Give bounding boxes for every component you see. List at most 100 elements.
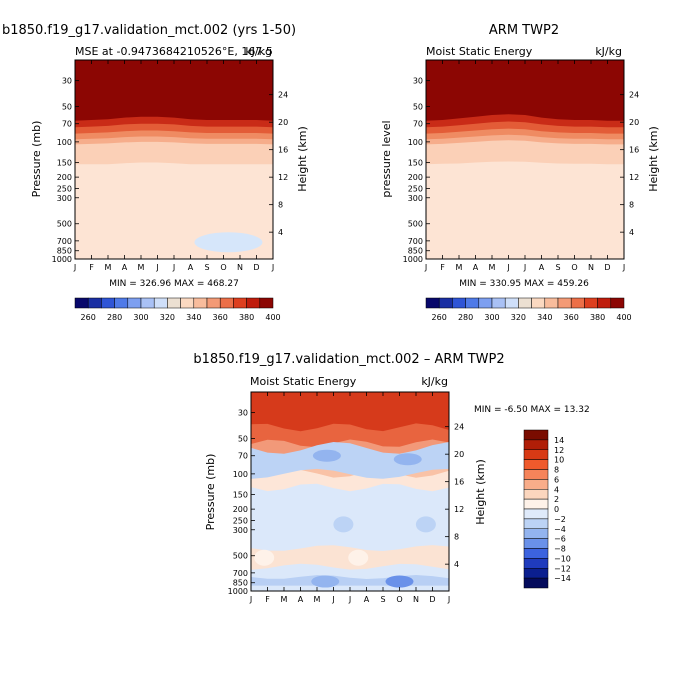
colorbar-label: −12 xyxy=(554,564,571,573)
y-tick-label: 100 xyxy=(408,138,423,147)
y2-tick-label: 12 xyxy=(629,173,639,182)
y-tick-label: 700 xyxy=(408,237,423,246)
y-tick-label: 500 xyxy=(57,220,72,229)
y2-tick-label: 8 xyxy=(278,201,283,210)
panel1-title: b1850.f19_g17.validation_mct.002 (yrs 1-… xyxy=(2,23,296,38)
colorbar-label: 260 xyxy=(432,313,447,322)
y-tick-label: 30 xyxy=(62,77,72,86)
x-tick-label: J xyxy=(424,263,427,272)
colorbar-swatch xyxy=(465,297,480,309)
panels-layer: J F M A M J J A S O N D J305070100150200250300500700… xyxy=(52,59,639,604)
colorbar-label: 12 xyxy=(554,446,564,455)
colorbar-label: −6 xyxy=(554,535,566,544)
y-tick-label: 700 xyxy=(233,569,248,578)
colorbar-label: 2 xyxy=(554,495,559,504)
y2-tick-label: 4 xyxy=(454,560,459,569)
colorbar-swatch xyxy=(523,558,549,569)
y-tick-label: 1000 xyxy=(403,255,423,264)
colorbar-label: −4 xyxy=(554,525,566,534)
colorbar-label: 340 xyxy=(186,313,201,322)
panel2-ylabel: pressure level xyxy=(380,120,393,197)
colorbar-swatch xyxy=(570,297,585,309)
colorbar-swatch xyxy=(523,489,549,500)
x-tick-label: A xyxy=(364,595,370,604)
colorbar-swatch xyxy=(523,548,549,559)
x-tick-label: M xyxy=(105,263,112,272)
y2-tick-label: 20 xyxy=(454,450,464,459)
colorbar-swatch xyxy=(246,297,261,309)
panel1-ylabel: Pressure (mb) xyxy=(30,121,43,198)
x-tick-label: S xyxy=(555,263,560,272)
colorbars-layer: 260 280 300 320 340 360 380 400 260 280 300 320 340 3… xyxy=(74,297,632,589)
colorbar-label: 300 xyxy=(484,313,499,322)
x-tick-label: J xyxy=(249,595,252,604)
y-tick-label: 850 xyxy=(233,579,248,588)
y2-tick-label: 24 xyxy=(454,423,464,432)
panel3-ylabel: Pressure (mb) xyxy=(204,454,217,531)
y-tick-label: 250 xyxy=(233,516,248,525)
colorbar-label: 320 xyxy=(511,313,526,322)
diff-mid-cool-band xyxy=(251,442,449,479)
y-tick-label: 50 xyxy=(62,103,72,112)
colorbar-label: 320 xyxy=(160,313,175,322)
y2-tick-label: 24 xyxy=(278,91,288,100)
colorbar-swatch xyxy=(452,297,466,309)
x-tick-label: M xyxy=(456,263,463,272)
y-tick-label: 70 xyxy=(62,120,72,129)
x-tick-label: A xyxy=(473,263,479,272)
y-tick-label: 500 xyxy=(408,220,423,229)
colorbar-swatch xyxy=(74,297,89,309)
y2-tick-label: 4 xyxy=(629,228,634,237)
y-tick-label: 300 xyxy=(233,526,248,535)
y-tick-label: 100 xyxy=(57,138,72,147)
colorbar-swatch xyxy=(523,538,549,549)
x-tick-label: M xyxy=(489,263,496,272)
panel3-title: b1850.f19_g17.validation_mct.002 – ARM T… xyxy=(193,352,504,367)
y2-tick-label: 24 xyxy=(629,91,639,100)
panel2-units: kJ/kg xyxy=(595,45,622,58)
x-tick-label: A xyxy=(188,263,194,272)
y-tick-label: 150 xyxy=(57,158,72,167)
colorbar-swatch xyxy=(523,469,549,480)
diff-blob xyxy=(254,549,275,566)
colorbar-swatch xyxy=(523,439,549,450)
colorbar-swatch xyxy=(523,449,549,460)
colorbar-swatch xyxy=(544,297,559,309)
diff-blob xyxy=(348,549,369,566)
colorbar-swatch xyxy=(491,297,506,309)
diff-blob xyxy=(333,516,354,533)
x-tick-label: D xyxy=(253,263,259,272)
x-tick-label: S xyxy=(380,595,385,604)
y-tick-label: 150 xyxy=(233,490,248,499)
x-tick-label: M xyxy=(281,595,288,604)
panel3-y2label: Height (km) xyxy=(474,459,487,525)
x-tick-label: N xyxy=(237,263,243,272)
colorbar-swatch xyxy=(206,297,221,309)
colorbar-swatch xyxy=(425,297,440,309)
x-tick-label: D xyxy=(604,263,610,272)
colorbar-label: 4 xyxy=(554,485,559,494)
y2-tick-label: 16 xyxy=(454,478,464,487)
y-tick-label: 100 xyxy=(233,470,248,479)
y-tick-label: 1000 xyxy=(228,587,248,596)
colorbar-swatch xyxy=(101,297,115,309)
colorbar-swatch xyxy=(193,297,208,309)
y-tick-label: 1000 xyxy=(52,255,72,264)
colorbar-label: 8 xyxy=(554,466,559,475)
x-tick-label: A xyxy=(122,263,128,272)
colorbar-label: 14 xyxy=(554,436,564,445)
colorbar-swatch xyxy=(87,297,102,309)
y2-tick-label: 16 xyxy=(278,146,288,155)
x-tick-label: J xyxy=(172,263,175,272)
contour-band-400 xyxy=(426,60,624,121)
colorbar-label: 340 xyxy=(537,313,552,322)
y-tick-label: 200 xyxy=(408,173,423,182)
colorbar-swatch xyxy=(531,297,546,309)
diff-blob xyxy=(393,453,422,466)
x-tick-label: J xyxy=(447,595,450,604)
colorbar-label: 260 xyxy=(81,313,96,322)
diff-blob xyxy=(311,575,340,588)
